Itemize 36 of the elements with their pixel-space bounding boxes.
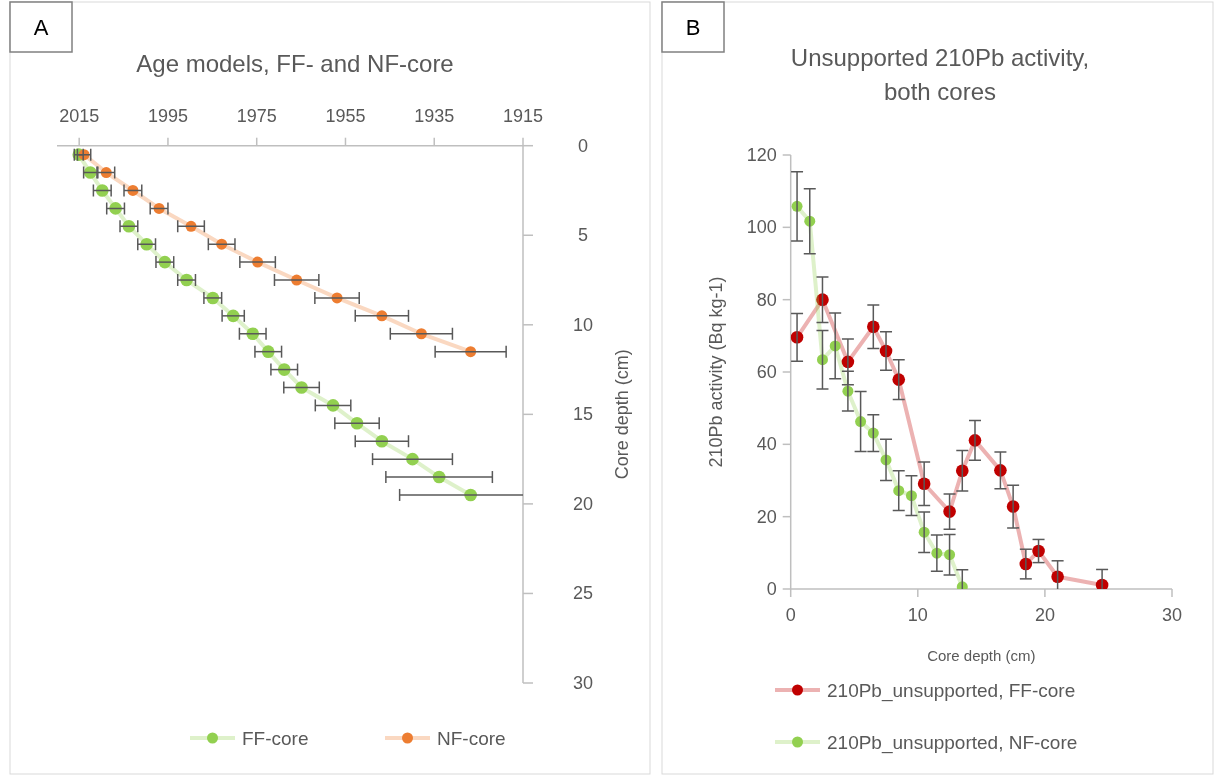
y-tick-label: 10 xyxy=(572,314,594,335)
x-tick-label: 0 xyxy=(785,605,796,625)
y-tick-label: 100 xyxy=(746,217,777,238)
x-tick-label: 20 xyxy=(1034,605,1055,625)
y-tick-label: 80 xyxy=(756,289,777,310)
y-tick-label: 60 xyxy=(756,362,777,382)
y-tick-label: 0 xyxy=(766,579,777,599)
chart-title: Age models, FF- and NF-core xyxy=(136,50,454,77)
y-tick-label: 20 xyxy=(756,506,777,527)
legend-label: 210Pb_unsupported, NF-core xyxy=(827,732,1078,754)
y-tick-label: 30 xyxy=(572,673,594,693)
y-tick-label: 120 xyxy=(746,145,777,165)
x-tick-label: 10 xyxy=(907,605,928,625)
y-tick-label: 25 xyxy=(572,583,594,604)
y-axis-title: 210Pb activity (Bq kg-1) xyxy=(706,276,726,468)
x-tick-label: 2015 xyxy=(59,105,100,126)
y-tick-label: 0 xyxy=(577,135,589,156)
legend-label: 210Pb_unsupported, FF-core xyxy=(827,680,1076,702)
x-axis-title: Core depth (cm) xyxy=(927,647,1036,664)
y-tick-label: 5 xyxy=(577,225,589,246)
chart-title: Unsupported 210Pb activity, both cores xyxy=(790,44,1090,105)
x-tick-label: 30 xyxy=(1161,605,1183,625)
y-tick-label: 20 xyxy=(572,493,594,514)
y-axis-title: Core depth (cm) xyxy=(612,349,632,480)
x-tick-label: 1975 xyxy=(236,105,277,126)
y-tick-label: 15 xyxy=(572,404,594,425)
y-tick-label: 40 xyxy=(756,434,777,455)
legend-label: NF-core xyxy=(437,728,506,749)
x-tick-label: 1915 xyxy=(502,105,544,126)
x-tick-label: 1995 xyxy=(147,105,188,126)
x-tick-label: 1955 xyxy=(325,105,366,126)
text: B xyxy=(685,15,701,40)
text: A xyxy=(33,15,49,40)
legend-label: FF-core xyxy=(242,728,309,749)
x-tick-label: 1935 xyxy=(414,105,455,126)
point xyxy=(350,417,364,430)
